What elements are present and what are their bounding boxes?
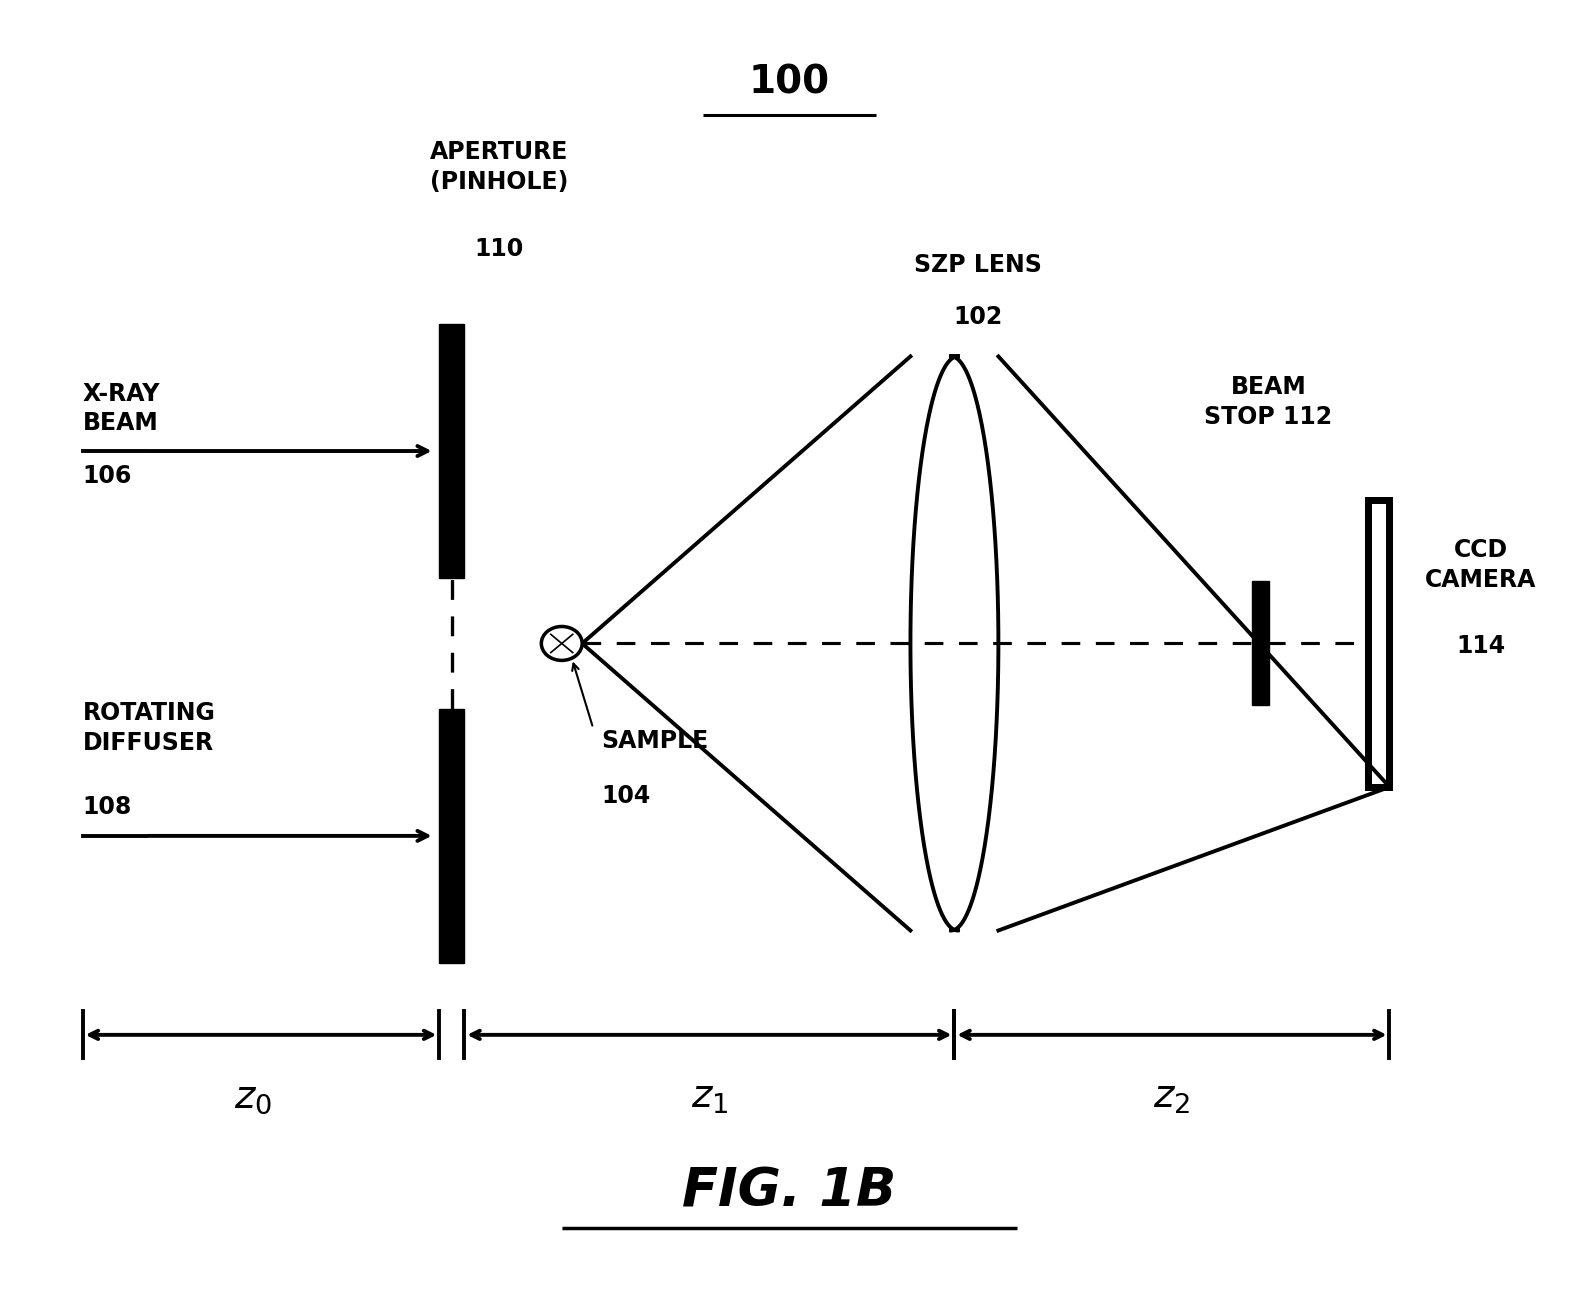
Text: 102: 102 [954, 306, 1003, 330]
Text: $z_0$: $z_0$ [234, 1078, 272, 1116]
Text: $z_1$: $z_1$ [690, 1078, 728, 1116]
Bar [1252, 582, 1270, 705]
Text: 110: 110 [474, 238, 524, 261]
Text: 106: 106 [82, 465, 133, 488]
Text: X-RAY
BEAM: X-RAY BEAM [82, 382, 159, 436]
Text: 100: 100 [748, 63, 831, 101]
Text: CCD
CAMERA: CCD CAMERA [1424, 538, 1536, 592]
Text: BEAM
STOP 112: BEAM STOP 112 [1205, 376, 1333, 429]
Text: $z_2$: $z_2$ [1153, 1078, 1191, 1116]
Text: SZP LENS: SZP LENS [914, 253, 1042, 277]
Text: 104: 104 [602, 784, 651, 807]
Text: ROTATING
DIFFUSER: ROTATING DIFFUSER [82, 701, 216, 755]
Text: FIG. 1B: FIG. 1B [682, 1166, 897, 1217]
Bar [439, 709, 464, 964]
Text: APERTURE
(PINHOLE): APERTURE (PINHOLE) [429, 140, 568, 194]
Text: 108: 108 [82, 794, 133, 818]
Circle shape [542, 626, 583, 660]
Text: SAMPLE: SAMPLE [602, 729, 709, 754]
Bar [439, 324, 464, 578]
Text: 114: 114 [1456, 634, 1505, 658]
Bar [1367, 500, 1390, 786]
